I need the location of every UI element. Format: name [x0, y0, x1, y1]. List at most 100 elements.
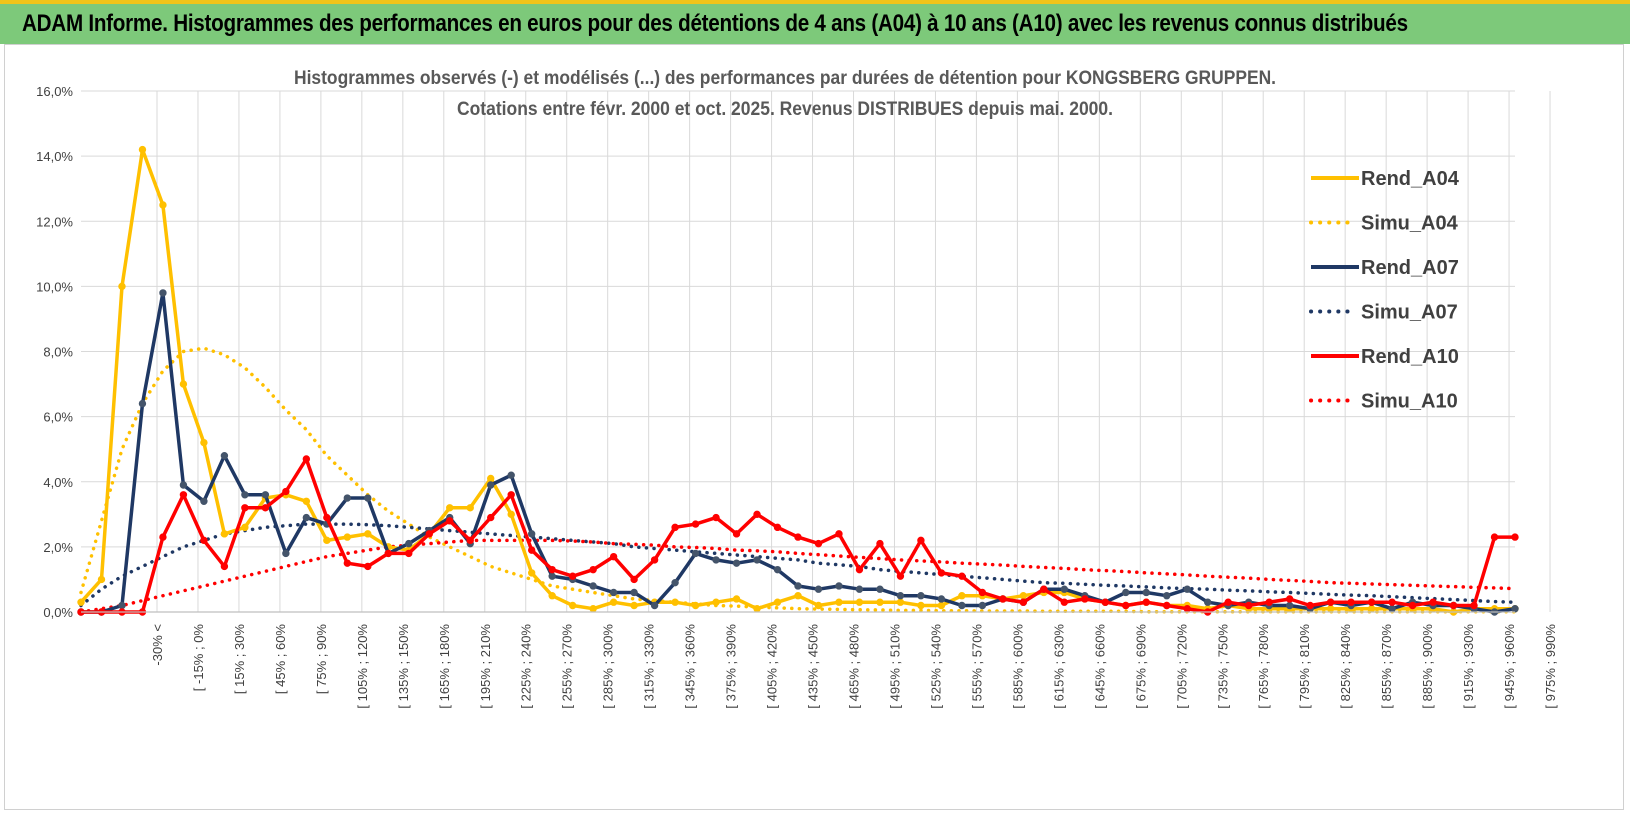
data-point [1142, 588, 1150, 597]
legend-label: Simu_A04 [1361, 213, 1459, 235]
data-point [589, 565, 597, 574]
data-point [794, 592, 802, 600]
data-point [835, 598, 843, 606]
x-tick-label: [ 105% ; 120% [355, 624, 370, 709]
data-point [712, 513, 720, 522]
series-rend-a10 [77, 455, 1519, 616]
data-point [917, 592, 925, 600]
chart-subtitle: Cotations entre févr. 2000 et oct. 2025.… [457, 99, 1113, 120]
data-point [1081, 595, 1089, 603]
y-tick-label: 14,0% [36, 149, 73, 164]
x-tick-label: [ 555% ; 570% [969, 624, 984, 709]
legend-label: Simu_A10 [1361, 391, 1458, 413]
x-tick-label: [ 465% ; 480% [847, 624, 862, 709]
data-point [937, 595, 946, 603]
data-point [978, 588, 987, 597]
data-point [200, 438, 208, 447]
data-point [1019, 592, 1028, 600]
x-tick-label: [ 795% ; 810% [1297, 624, 1312, 709]
data-point [568, 601, 577, 610]
data-point [507, 491, 515, 499]
data-point [200, 536, 208, 545]
data-point [650, 556, 659, 564]
data-point [364, 530, 372, 538]
data-point [548, 572, 556, 580]
data-point [1163, 601, 1171, 610]
data-point [1142, 598, 1150, 606]
x-tick-label: [ 315% ; 330% [642, 624, 657, 709]
legend-item-simu-a10: Simu_A10 [1309, 391, 1458, 413]
x-tick-label: [ 525% ; 540% [928, 624, 943, 709]
data-point [548, 592, 556, 600]
x-tick-label: [ 375% ; 390% [724, 624, 739, 709]
data-point [118, 282, 126, 291]
x-tick-label: [ 345% ; 360% [683, 624, 698, 709]
report-banner: ADAM Informe. Histogrammes des performan… [0, 0, 1630, 44]
data-point [732, 530, 741, 538]
data-point [1204, 598, 1212, 606]
data-point [937, 569, 946, 577]
data-point [1183, 605, 1191, 613]
data-point [1122, 588, 1130, 597]
x-tick-label: [ 75% ; 90% [314, 624, 329, 695]
data-point [1244, 601, 1253, 610]
y-tick-label: 0,0% [43, 605, 73, 620]
series-line [79, 147, 1515, 614]
data-point [200, 497, 208, 505]
data-point [896, 598, 905, 606]
data-point [630, 575, 638, 584]
y-tick-label: 4,0% [43, 475, 73, 490]
x-tick-label: [ 15% ; 30% [232, 624, 247, 695]
data-point [896, 592, 905, 600]
data-point [179, 380, 188, 388]
data-point [1285, 601, 1294, 610]
data-point [548, 565, 556, 574]
x-tick-label: [ 585% ; 600% [1010, 624, 1025, 709]
data-point [241, 504, 249, 512]
series-simu-a10 [79, 538, 1517, 614]
y-tick-label: 8,0% [43, 345, 73, 360]
data-point [753, 510, 761, 519]
data-point [773, 565, 782, 574]
data-point [589, 582, 597, 590]
data-point [1449, 601, 1458, 610]
data-point [712, 598, 720, 606]
data-point [1306, 601, 1314, 610]
data-point [999, 595, 1007, 603]
data-point [220, 452, 229, 460]
data-point [1101, 598, 1109, 606]
series-simu-a04 [79, 346, 1517, 614]
data-point [282, 549, 290, 558]
report-title: ADAM Informe. Histogrammes des performan… [22, 10, 1408, 37]
series-line [79, 538, 1517, 614]
data-point [958, 601, 966, 610]
x-tick-label: [ 435% ; 450% [806, 624, 821, 709]
data-point [917, 536, 925, 545]
data-point [691, 520, 700, 528]
data-point [835, 582, 843, 590]
data-point [343, 533, 352, 541]
data-point [794, 533, 802, 541]
histogram-chart: 0,0% 2,0% 4,0% 6,0% 8,0% 10,0% 12,0% 14,0% 16,0%… [36, 68, 1558, 709]
data-point [1511, 605, 1519, 613]
data-point [527, 530, 536, 538]
data-point [405, 539, 413, 548]
data-point [1163, 592, 1171, 600]
data-point [179, 481, 188, 489]
data-point [855, 585, 864, 593]
series-rend-a07 [77, 289, 1519, 616]
data-point [179, 491, 188, 499]
data-point [1388, 605, 1396, 613]
legend-item-simu-a04: Simu_A04 [1309, 213, 1459, 235]
data-point [425, 530, 433, 538]
data-point [159, 533, 167, 541]
data-point [937, 601, 946, 610]
data-point [609, 552, 618, 561]
data-point [568, 572, 577, 580]
data-point [487, 513, 495, 522]
data-point [630, 601, 638, 610]
data-point [466, 504, 474, 512]
x-tick-label: [ 135% ; 150% [396, 624, 411, 709]
data-point [323, 536, 331, 545]
data-point [466, 536, 474, 545]
